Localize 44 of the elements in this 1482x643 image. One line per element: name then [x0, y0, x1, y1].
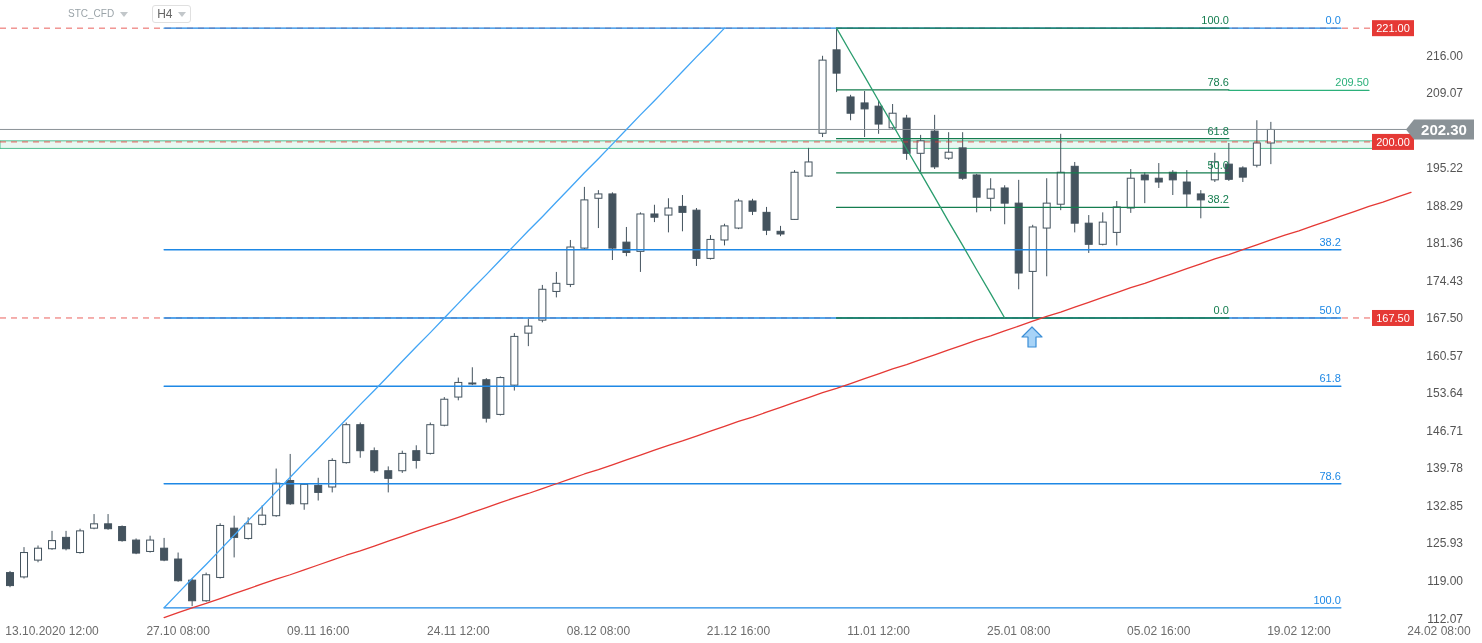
x-tick-label: 24.02 08:00 — [1407, 624, 1471, 638]
x-tick-label: 11.01 12:00 — [847, 624, 911, 638]
y-tick-label: 188.29 — [1426, 198, 1464, 213]
x-tick-label: 13.10.2020 12:00 — [5, 624, 100, 638]
series-label: 100.0 — [1313, 593, 1341, 606]
series-label: 38.2 — [1319, 235, 1341, 248]
ref-line-label: 221.00 — [1376, 22, 1410, 35]
y-tick-label: 112.07 — [1427, 611, 1464, 626]
y-tick-label: 119.00 — [1427, 573, 1464, 588]
series-label: 61.8 — [1207, 124, 1229, 137]
annotation: H4 — [157, 7, 173, 21]
series-label: 0.0 — [1213, 303, 1229, 316]
series-label: 0.0 — [1325, 14, 1341, 27]
y-tick-label: 153.64 — [1426, 386, 1464, 401]
y-tick-label: 132.85 — [1426, 498, 1464, 513]
y-tick-label: 167.50 — [1426, 311, 1464, 326]
x-tick-label: 27.10 08:00 — [146, 624, 211, 638]
x-tick-label: 24.11 12:00 — [427, 624, 490, 638]
ref-line-label: 202.30 — [1421, 120, 1467, 138]
y-tick-label: 160.57 — [1426, 348, 1464, 363]
annotation: STC_CFD — [68, 7, 115, 21]
y-tick-label: 195.22 — [1426, 161, 1464, 176]
x-tick-label: 08.12 08:00 — [566, 624, 631, 638]
series-label: 78.6 — [1207, 75, 1229, 88]
series-label: 78.6 — [1319, 469, 1341, 482]
ref-line-label: 167.50 — [1376, 311, 1410, 324]
y-tick-label: 181.36 — [1426, 236, 1464, 251]
x-tick-label: 19.02 12:00 — [1267, 624, 1331, 638]
y-tick-label: 209.07 — [1426, 86, 1464, 101]
x-tick-label: 09.11 16:00 — [286, 624, 350, 638]
y-tick-label: 139.78 — [1426, 461, 1464, 476]
y-tick-label: 216.00 — [1426, 48, 1464, 63]
series-label: 38.2 — [1207, 193, 1229, 206]
series-label: 61.8 — [1319, 372, 1341, 385]
x-tick-label: 05.02 16:00 — [1127, 624, 1191, 638]
series-label: 100.0 — [1201, 14, 1229, 27]
y-tick-label: 125.93 — [1426, 536, 1464, 551]
x-tick-label: 21.12 16:00 — [706, 624, 771, 638]
series-label: 50.0 — [1319, 303, 1341, 316]
ref-line-label: 200.00 — [1376, 135, 1410, 148]
y-tick-label: 174.43 — [1426, 273, 1464, 288]
x-tick-label: 25.01 08:00 — [986, 624, 1051, 638]
y-tick-label: 146.71 — [1426, 423, 1464, 438]
series-label: 209.50 — [1335, 76, 1369, 89]
